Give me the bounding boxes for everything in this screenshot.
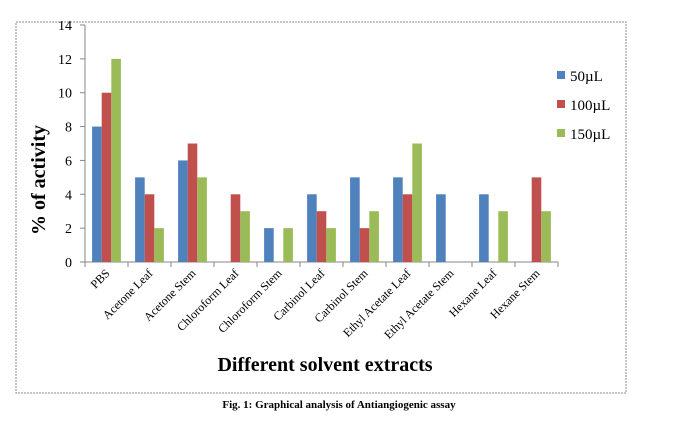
y-tick-label: 12: [58, 53, 72, 68]
y-axis-title: % of activity: [28, 125, 50, 235]
bar-150L-9: [498, 211, 508, 262]
bar-100L-6: [359, 228, 370, 262]
bar-150L-4: [283, 228, 293, 262]
y-axis: 0 2 4 6 8 10 12 14: [58, 19, 86, 271]
bar-50L-4: [264, 228, 274, 262]
legend-label: 150µL: [570, 127, 610, 143]
y-tick-label: 10: [58, 87, 72, 102]
bar-100L-1: [144, 194, 155, 262]
bar-50L-6: [350, 177, 360, 262]
bar-150L-6: [369, 211, 379, 262]
bar-50L-9: [479, 194, 489, 262]
bar-50L-0: [92, 126, 102, 262]
bar-100L-10: [531, 177, 542, 262]
bar-50L-8: [436, 194, 446, 262]
legend-label: 100µL: [570, 98, 610, 114]
bar-150L-0: [111, 58, 121, 262]
bar-100L-3: [230, 194, 241, 262]
bar-150L-7: [412, 143, 422, 262]
legend-swatch: [557, 100, 565, 108]
bar-50L-2: [178, 160, 188, 262]
bar-150L-10: [541, 211, 551, 262]
bar-150L-3: [240, 211, 250, 262]
bar-100L-2: [187, 143, 198, 262]
y-tick-label: 14: [58, 19, 72, 34]
legend: 50µL 100µL 150µL: [557, 69, 610, 143]
y-tick-label: 0: [65, 256, 72, 271]
legend-swatch: [557, 71, 565, 79]
bar-50L-5: [307, 194, 317, 262]
bar-150L-2: [197, 177, 207, 262]
bar-150L-1: [154, 228, 164, 262]
bar-50L-7: [393, 177, 403, 262]
x-axis-title: Different solvent extracts: [217, 354, 432, 376]
bar-50L-1: [135, 177, 145, 262]
legend-label: 50µL: [570, 69, 603, 85]
bar-100L-7: [402, 194, 413, 262]
y-tick-label: 6: [65, 154, 72, 169]
y-tick-label: 8: [65, 121, 72, 136]
bar-100L-5: [316, 211, 327, 262]
bar-150L-5: [326, 228, 336, 262]
bar-100L-0: [101, 92, 112, 262]
figure-caption: Fig. 1: Graphical analysis of Antiangiog…: [222, 399, 456, 411]
bars: [92, 58, 551, 262]
y-tick-label: 2: [65, 222, 72, 237]
legend-swatch: [557, 129, 565, 137]
y-tick-label: 4: [65, 188, 72, 203]
